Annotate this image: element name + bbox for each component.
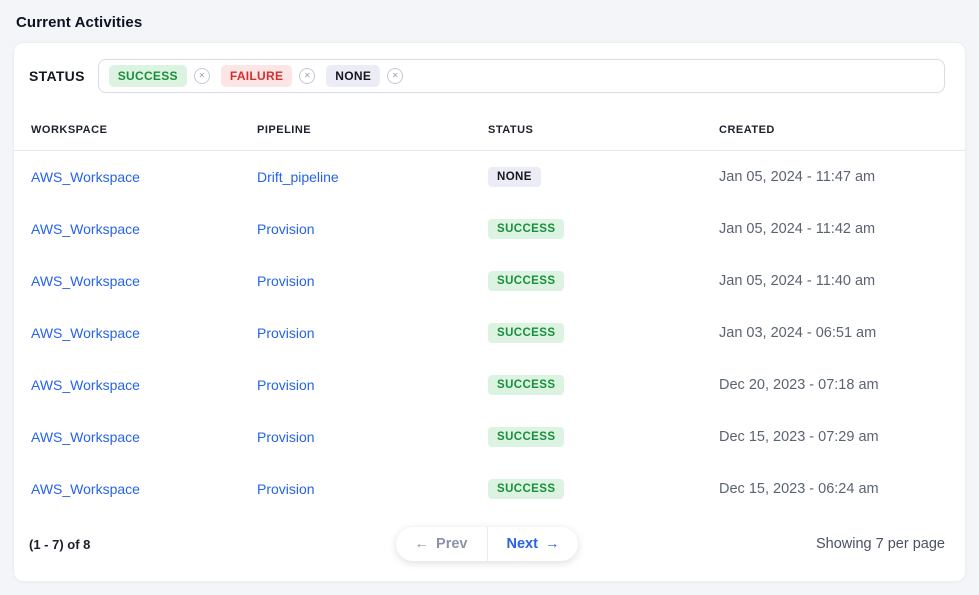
table-footer: (1 - 7) of 8 ← Prev Next → Showing 7 per…: [14, 515, 965, 581]
created-timestamp: Jan 03, 2024 - 06:51 am: [719, 325, 877, 341]
workspace-link[interactable]: AWS_Workspace: [31, 169, 140, 185]
table-row: AWS_Workspace Provision SUCCESS Jan 03, …: [14, 307, 965, 359]
created-timestamp: Jan 05, 2024 - 11:42 am: [719, 221, 876, 237]
remove-tag-icon[interactable]: ✕: [387, 68, 404, 84]
next-button[interactable]: Next →: [488, 527, 579, 561]
remove-tag-icon[interactable]: ✕: [299, 68, 316, 84]
created-timestamp: Dec 20, 2023 - 07:18 am: [719, 377, 879, 393]
table-row: AWS_Workspace Drift_pipeline NONE Jan 05…: [14, 151, 965, 203]
table-row: AWS_Workspace Provision SUCCESS Jan 05, …: [14, 203, 965, 255]
prev-button[interactable]: ← Prev: [396, 527, 487, 561]
status-badge: SUCCESS: [488, 271, 565, 291]
table-row: AWS_Workspace Provision SUCCESS Dec 15, …: [14, 463, 965, 515]
workspace-link[interactable]: AWS_Workspace: [31, 481, 140, 497]
status-filter-tag-group: NONE ✕: [326, 65, 407, 87]
workspace-link[interactable]: AWS_Workspace: [31, 377, 140, 393]
workspace-link[interactable]: AWS_Workspace: [31, 429, 140, 445]
prev-button-label: Prev: [436, 536, 468, 552]
per-page-text: Showing 7 per page: [816, 536, 945, 552]
status-filter-box[interactable]: SUCCESS ✕ FAILURE ✕ NONE ✕: [97, 59, 945, 93]
table-row: AWS_Workspace Provision SUCCESS Jan 05, …: [14, 255, 965, 307]
arrow-right-icon: →: [544, 536, 560, 552]
remove-tag-icon[interactable]: ✕: [193, 68, 210, 84]
status-badge: SUCCESS: [488, 323, 565, 343]
created-timestamp: Dec 15, 2023 - 07:29 am: [719, 429, 879, 445]
column-header-pipeline: PIPELINE: [257, 123, 312, 136]
status-badge: SUCCESS: [488, 219, 565, 239]
column-header-workspace: WORKSPACE: [31, 123, 108, 136]
column-header-status: STATUS: [488, 123, 534, 136]
status-badge: SUCCESS: [488, 375, 565, 395]
workspace-link[interactable]: AWS_Workspace: [31, 221, 140, 237]
pipeline-link[interactable]: Drift_pipeline: [257, 169, 339, 185]
status-filter-tag-group: SUCCESS ✕: [108, 65, 214, 87]
workspace-link[interactable]: AWS_Workspace: [31, 325, 140, 341]
status-filter-input[interactable]: [414, 68, 934, 84]
page-title: Current Activities: [16, 14, 143, 31]
status-filter-row: STATUS SUCCESS ✕ FAILURE ✕ NONE ✕: [14, 43, 965, 109]
status-badge: SUCCESS: [488, 427, 565, 447]
workspace-link[interactable]: AWS_Workspace: [31, 273, 140, 289]
table-row: AWS_Workspace Provision SUCCESS Dec 15, …: [14, 411, 965, 463]
pipeline-link[interactable]: Provision: [257, 273, 315, 289]
pipeline-link[interactable]: Provision: [257, 221, 315, 237]
table-body: AWS_Workspace Drift_pipeline NONE Jan 05…: [14, 151, 965, 515]
status-badge: NONE: [488, 167, 541, 187]
pagination-range: (1 - 7) of 8: [29, 536, 91, 552]
status-filter-tag-group: FAILURE ✕: [220, 65, 319, 87]
pipeline-link[interactable]: Provision: [257, 377, 315, 393]
created-timestamp: Jan 05, 2024 - 11:40 am: [719, 273, 876, 289]
status-filter-tag: FAILURE: [220, 65, 293, 87]
current-activities-card: STATUS SUCCESS ✕ FAILURE ✕ NONE ✕ WORKSP…: [13, 42, 966, 582]
status-badge: SUCCESS: [488, 479, 565, 499]
created-timestamp: Jan 05, 2024 - 11:47 am: [719, 169, 876, 185]
pagination-controls: ← Prev Next →: [395, 527, 579, 561]
pipeline-link[interactable]: Provision: [257, 429, 315, 445]
status-filter-tags: SUCCESS ✕ FAILURE ✕ NONE ✕: [108, 65, 407, 87]
pipeline-link[interactable]: Provision: [257, 325, 315, 341]
table-row: AWS_Workspace Provision SUCCESS Dec 20, …: [14, 359, 965, 411]
pipeline-link[interactable]: Provision: [257, 481, 315, 497]
status-filter-tag: NONE: [326, 65, 381, 87]
created-timestamp: Dec 15, 2023 - 06:24 am: [719, 481, 879, 497]
arrow-left-icon: ←: [414, 536, 430, 552]
column-header-created: CREATED: [719, 123, 775, 136]
next-button-label: Next: [506, 536, 538, 552]
table-header: WORKSPACE PIPELINE STATUS CREATED: [14, 109, 965, 151]
status-filter-tag: SUCCESS: [108, 65, 187, 87]
pager-divider: [486, 527, 488, 561]
status-filter-label: STATUS: [29, 68, 85, 84]
